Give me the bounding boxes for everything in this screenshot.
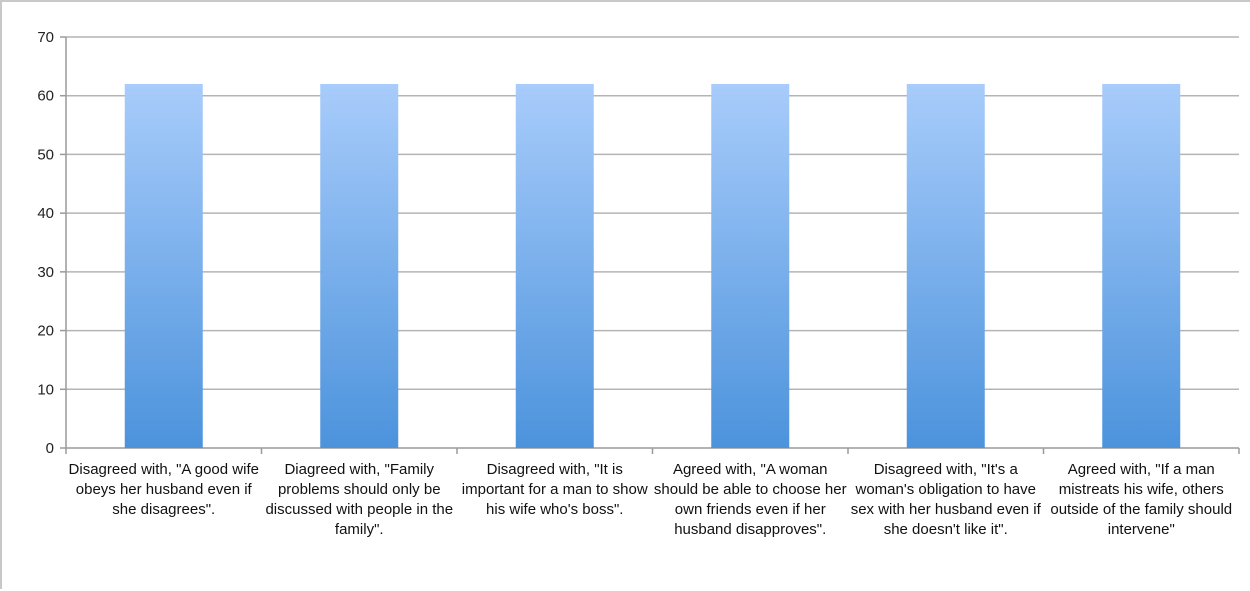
bar <box>320 83 399 448</box>
axes <box>60 36 1240 454</box>
y-tick-label: 10 <box>37 381 54 398</box>
y-tick-label: 30 <box>37 264 54 281</box>
bar <box>906 83 985 448</box>
x-category-label: Diagreed with, "Family problems should o… <box>265 461 454 538</box>
y-tick-label: 70 <box>37 29 54 46</box>
y-tick-label: 0 <box>46 440 54 457</box>
bar <box>515 83 594 448</box>
y-tick-label: 60 <box>37 88 54 105</box>
y-tick-label: 40 <box>37 205 54 222</box>
y-tick-label: 20 <box>37 323 54 340</box>
x-category-label: Disagreed with, "A good wife obeys her h… <box>68 461 259 518</box>
y-tick-labels: 0 10 20 30 40 50 60 70 <box>37 29 54 457</box>
x-category-label: Agreed with, "A woman should be able to … <box>653 461 847 538</box>
x-category-label: Disagreed with, "It is important for a m… <box>461 461 648 518</box>
y-tick-label: 50 <box>37 146 54 163</box>
x-category-label: Agreed with, "If a man mistreats his wif… <box>1050 461 1233 538</box>
bars <box>124 83 1181 448</box>
bar <box>1102 83 1181 448</box>
bar <box>124 83 203 448</box>
gridlines <box>66 36 1239 391</box>
bar <box>711 83 790 448</box>
x-category-label: Disagreed with, "It's a woman's obligati… <box>850 461 1041 538</box>
